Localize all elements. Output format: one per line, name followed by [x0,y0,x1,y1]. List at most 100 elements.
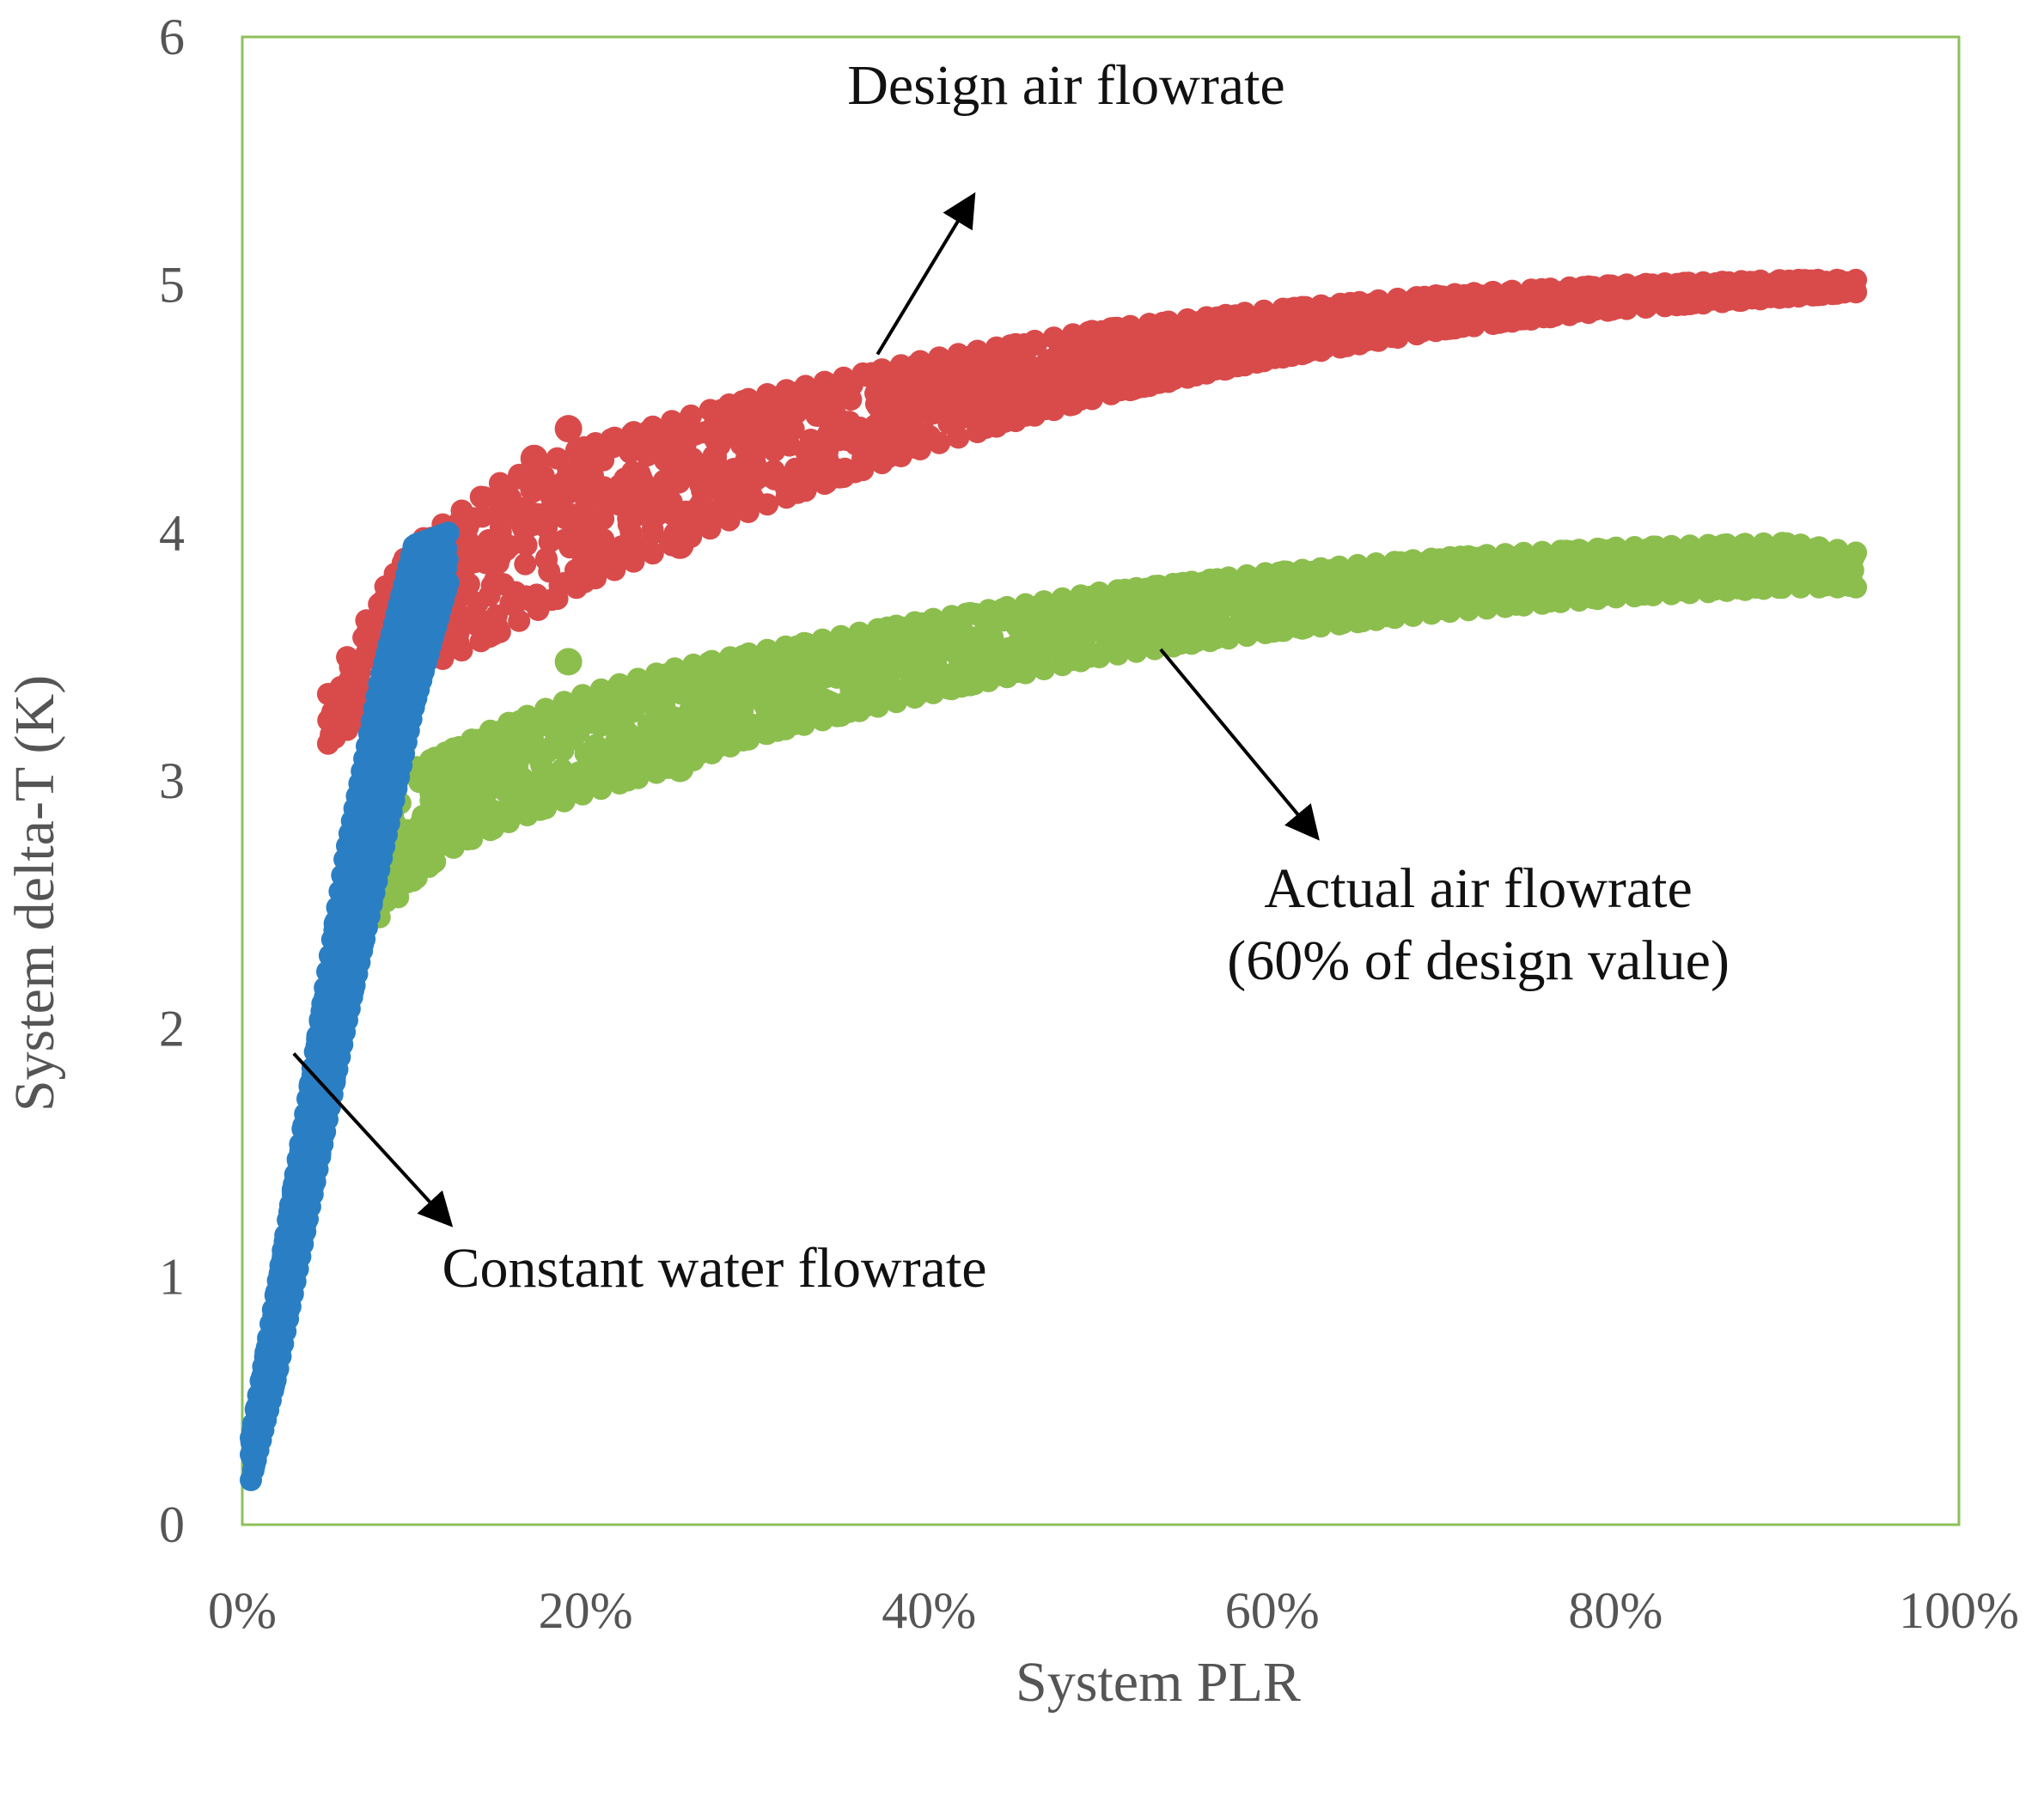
data-point [661,410,683,433]
data-point [641,415,664,438]
annotation-text: Actual air flowrate [1264,857,1692,920]
data-point [527,599,550,621]
data-point [723,458,747,481]
data-point [608,673,632,696]
y-tick-label: 1 [159,1248,185,1305]
data-point [564,558,587,582]
data-point [870,358,894,381]
data-point [1481,313,1504,335]
data-point [1711,271,1734,294]
data-point [1348,332,1371,356]
data-point [1558,276,1581,299]
data-point [1061,323,1084,346]
data-point [676,679,699,703]
data-point [1081,387,1103,411]
data-point [876,656,900,679]
data-point [436,521,460,545]
data-point [503,734,526,757]
data-point [1653,295,1676,318]
data-point [1230,320,1254,344]
data-point [866,618,889,641]
x-tick-label: 40% [882,1582,976,1639]
data-point [436,571,460,594]
data-point [909,438,931,460]
data-point [866,695,889,718]
data-point [977,599,1000,622]
data-point [1734,578,1757,601]
data-point [663,657,686,680]
data-point [355,609,378,632]
data-point [775,379,798,402]
data-point [1028,640,1051,662]
data-point [774,717,797,740]
data-point [1443,317,1467,340]
data-point [1531,592,1553,615]
data-point [584,567,607,590]
data-point [1549,539,1572,563]
data-point [638,728,661,751]
data-point [621,493,644,515]
data-point [1586,588,1609,611]
x-tick-label: 100% [1899,1582,2019,1639]
data-point [940,678,963,701]
data-point [734,411,757,435]
data-point [1383,551,1406,574]
data-point [1787,268,1810,291]
data-point [1438,600,1461,624]
data-point [913,367,937,390]
data-point [516,804,539,826]
data-point [499,789,522,812]
data-point [994,355,1017,378]
data-point [1549,590,1572,613]
data-point [824,393,847,415]
data-point [1443,283,1467,306]
data-point [718,646,741,669]
data-point [716,486,739,509]
data-point [456,539,479,563]
data-point [874,381,896,404]
data-point [1272,346,1295,369]
data-point [889,445,912,467]
data-point [704,667,727,691]
data-point [918,385,941,408]
data-point [1475,544,1498,567]
data-point [689,704,712,728]
data-point [1531,540,1553,563]
data-point [1217,627,1240,650]
data-point [922,402,945,425]
data-point [998,387,1021,410]
data-point [1214,303,1237,326]
data-point [1711,290,1734,314]
data-point [922,681,945,704]
data-point [1615,273,1638,296]
annotation-design: Design air flowrate [847,54,1285,356]
data-point [805,672,828,695]
data-point [1051,587,1074,610]
data-point [1678,582,1701,605]
data-point [589,777,613,801]
data-point [794,479,817,502]
data-point [900,629,924,652]
data-point [782,679,804,702]
data-point [1233,354,1256,377]
data-point [1367,289,1390,312]
data-point [756,383,779,405]
data-point [418,822,442,845]
data-point [1223,583,1246,606]
data-point [571,684,595,707]
data-point [1539,306,1562,329]
data-point [1806,268,1829,291]
data-point [811,709,834,732]
data-point [1647,565,1670,588]
data-point [644,702,668,725]
data-point [928,431,951,454]
data-point [973,649,997,673]
data-point [1100,382,1123,405]
data-point [1420,602,1443,625]
data-point [1309,339,1333,362]
data-point [1180,632,1203,655]
data-point [1771,532,1794,555]
data-point [1311,577,1334,600]
annotation-arrow [292,1052,454,1227]
data-point [1621,556,1644,579]
